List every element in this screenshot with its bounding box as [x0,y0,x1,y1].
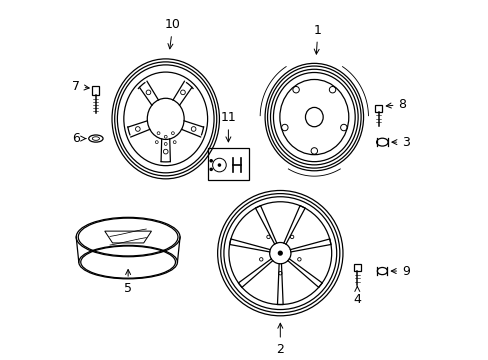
Text: 6: 6 [72,132,85,145]
Ellipse shape [278,251,282,255]
Ellipse shape [210,160,212,162]
Bar [92,86,99,95]
Text: 3: 3 [391,136,409,149]
Text: 9: 9 [390,265,409,278]
Text: 4: 4 [353,287,361,306]
Ellipse shape [218,164,220,166]
Text: 1: 1 [313,23,321,54]
Bar [353,264,360,271]
Text: 10: 10 [164,18,181,49]
Bar [374,104,382,112]
Text: 5: 5 [124,270,132,295]
Text: 7: 7 [72,80,89,93]
Text: 11: 11 [220,111,236,142]
Ellipse shape [210,168,212,170]
Text: 2: 2 [276,323,284,356]
Bar [207,148,248,180]
Text: 8: 8 [386,98,406,111]
